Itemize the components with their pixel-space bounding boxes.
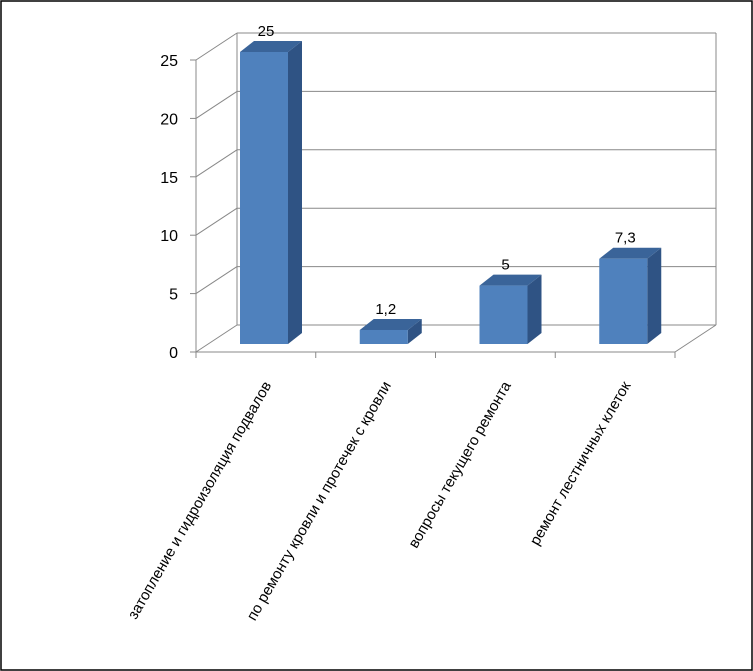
bar-top [479, 274, 542, 286]
category-label: по ремонту кровли и протечек с кровли [244, 379, 395, 624]
y-tick-label: 0 [169, 345, 178, 362]
y-tick-label: 25 [160, 53, 178, 70]
category-label: вопросы текущего ремонта [405, 378, 515, 551]
gridline-depth [195, 32, 238, 61]
bar-side [527, 274, 542, 344]
data-label: 1,2 [375, 301, 396, 318]
bar-side [288, 41, 302, 344]
data-label: 25 [258, 23, 275, 40]
gridline-depth [195, 266, 238, 295]
bar [599, 258, 648, 344]
y-tick-label: 15 [160, 170, 178, 187]
bar-top [599, 247, 662, 259]
gridline-depth [195, 149, 238, 178]
gridline-depth [195, 324, 238, 353]
y-tick-label: 5 [169, 287, 178, 304]
y-tick-label: 10 [160, 228, 178, 245]
data-label: 5 [501, 257, 509, 274]
bar [359, 329, 408, 344]
data-label: 7,3 [615, 230, 636, 247]
bar-top [359, 318, 422, 330]
bar-top [240, 41, 302, 52]
bar-side [647, 247, 662, 344]
bar [240, 52, 288, 344]
gridline-depth [195, 90, 238, 119]
category-label: ремонт лестничных клеток [527, 378, 635, 548]
floor-right-edge [674, 324, 717, 353]
bar-side [407, 318, 422, 344]
category-label: затопление и гидроизоляция подвалов [125, 378, 276, 622]
gridline-depth [195, 207, 238, 236]
bar [479, 285, 528, 344]
y-tick-label: 20 [160, 111, 178, 128]
